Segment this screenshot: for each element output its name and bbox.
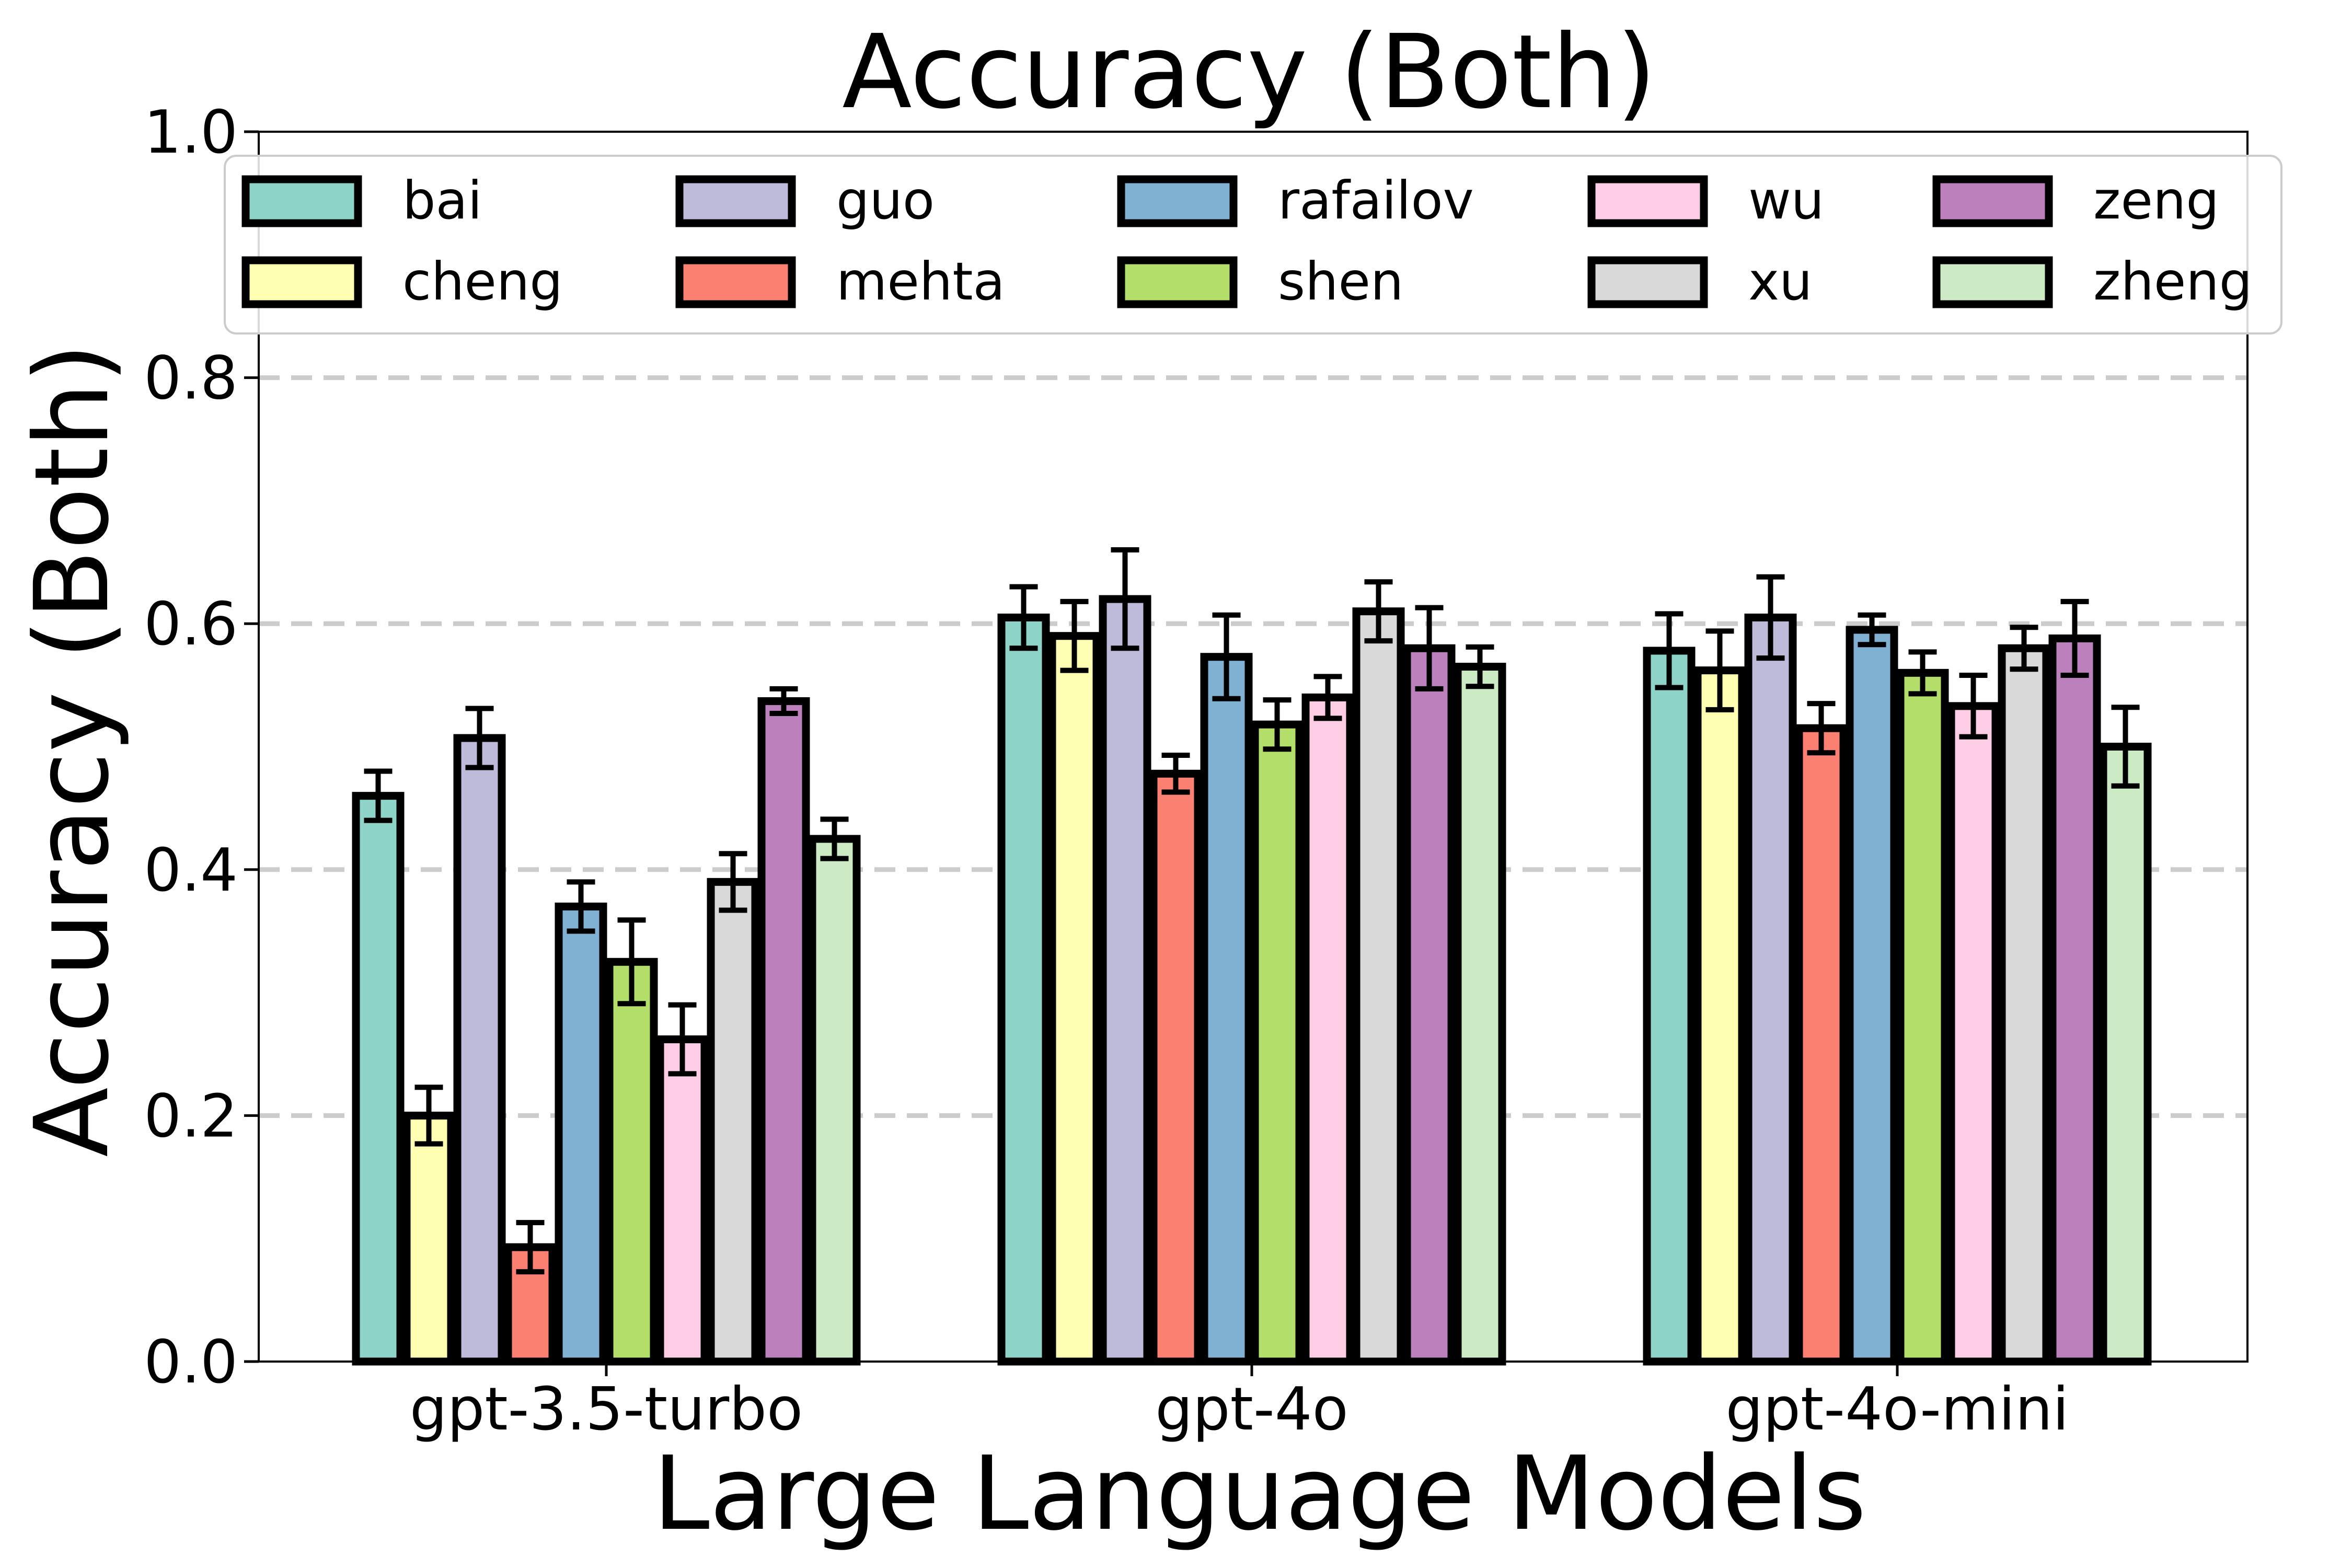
bar[interactable] [1744, 613, 1797, 1366]
bar[interactable] [1149, 769, 1202, 1366]
bar[interactable] [1301, 693, 1354, 1366]
legend-label: shen [1278, 251, 1403, 312]
legend-item-rafailov[interactable]: rafailov [1117, 170, 1474, 231]
series-mehta [504, 701, 1848, 1366]
bar[interactable] [402, 1111, 455, 1366]
bar[interactable] [808, 835, 861, 1366]
bar[interactable] [1795, 724, 1848, 1366]
legend-item-wu[interactable]: wu [1587, 170, 1824, 231]
bar[interactable] [453, 734, 506, 1366]
legend-label: wu [1748, 170, 1824, 231]
bar[interactable] [1896, 668, 1949, 1366]
bar[interactable] [1454, 663, 1506, 1366]
legend-swatch [1587, 175, 1708, 227]
x-tick-label: gpt-3.5-turbo [410, 1375, 803, 1444]
legend-label: zheng [2093, 251, 2252, 312]
bar[interactable] [1200, 653, 1253, 1366]
legend-label: zeng [2093, 170, 2219, 231]
bar[interactable] [1693, 666, 1746, 1366]
bar[interactable] [1048, 632, 1101, 1366]
bar[interactable] [1403, 644, 1456, 1366]
legend-label: xu [1748, 251, 1813, 312]
y-tick-label: 0.8 [144, 344, 238, 413]
x-tick-label: gpt-4o [1155, 1375, 1348, 1444]
bar[interactable] [1099, 595, 1151, 1366]
legend-label: rafailov [1278, 170, 1474, 231]
y-tick-label: 0.4 [144, 836, 238, 905]
legend-swatch [1117, 256, 1238, 308]
bar[interactable] [2048, 634, 2101, 1366]
series-cheng [402, 598, 1746, 1366]
y-tick-label: 0.2 [144, 1081, 238, 1150]
bar[interactable] [1998, 644, 2050, 1366]
legend-swatch [1932, 175, 2053, 227]
legend-label: guo [836, 170, 935, 231]
legend-swatch [1587, 256, 1708, 308]
bar[interactable] [1846, 626, 1898, 1366]
legend-item-mehta[interactable]: mehta [675, 251, 1005, 312]
y-tick-label: 1.0 [144, 98, 238, 167]
series-zheng [808, 644, 2152, 1366]
legend[interactable]: bai cheng guo mehta rafailov shen wu xu zeng zhen… [224, 155, 2282, 335]
bar[interactable] [352, 792, 405, 1366]
x-axis-label: Large Language Models [653, 1434, 1866, 1553]
bar[interactable] [2099, 743, 2152, 1366]
legend-swatch [675, 175, 796, 227]
bar[interactable] [1643, 647, 1696, 1366]
legend-swatch [241, 175, 362, 227]
legend-swatch [1117, 175, 1238, 227]
legend-item-shen[interactable]: shen [1117, 251, 1403, 312]
bar[interactable] [757, 697, 810, 1366]
bar[interactable] [555, 902, 607, 1366]
legend-item-guo[interactable]: guo [675, 170, 935, 231]
bars [352, 547, 2152, 1366]
y-tick-label: 0.0 [144, 1328, 238, 1397]
legend-item-bai[interactable]: bai [241, 170, 482, 231]
y-axis-label: Accuracy (Both) [13, 343, 131, 1157]
legend-label: bai [402, 170, 482, 231]
series-guo [453, 547, 1797, 1366]
legend-swatch [1932, 256, 2053, 308]
legend-item-zheng[interactable]: zheng [1932, 251, 2252, 312]
bar[interactable] [997, 613, 1050, 1366]
legend-item-zeng[interactable]: zeng [1932, 170, 2219, 231]
legend-swatch [675, 256, 796, 308]
bar[interactable] [605, 958, 658, 1366]
bar[interactable] [707, 878, 759, 1366]
bar[interactable] [1251, 720, 1304, 1366]
bar[interactable] [656, 1035, 709, 1366]
legend-label: mehta [836, 251, 1005, 312]
legend-item-cheng[interactable]: cheng [241, 251, 563, 312]
y-tick-label: 0.6 [144, 590, 238, 659]
series-xu [707, 579, 2050, 1366]
series-wu [656, 673, 2000, 1366]
series-shen [605, 649, 1949, 1366]
bar[interactable] [1947, 702, 2000, 1366]
axes: 0.0 0.2 0.4 0.6 0.8 1.0 gpt-3.5-turbo gpt-4o gpt… [144, 98, 2249, 1444]
x-tick-label: gpt-4o-mini [1726, 1375, 2069, 1444]
series-zeng [757, 598, 2101, 1366]
legend-swatch [241, 256, 362, 308]
legend-item-xu[interactable]: xu [1587, 251, 1813, 312]
chart-title: Accuracy (Both) [842, 13, 1656, 131]
legend-label: cheng [402, 251, 563, 312]
series-rafailov [555, 612, 1898, 1366]
bar[interactable] [1352, 607, 1405, 1366]
